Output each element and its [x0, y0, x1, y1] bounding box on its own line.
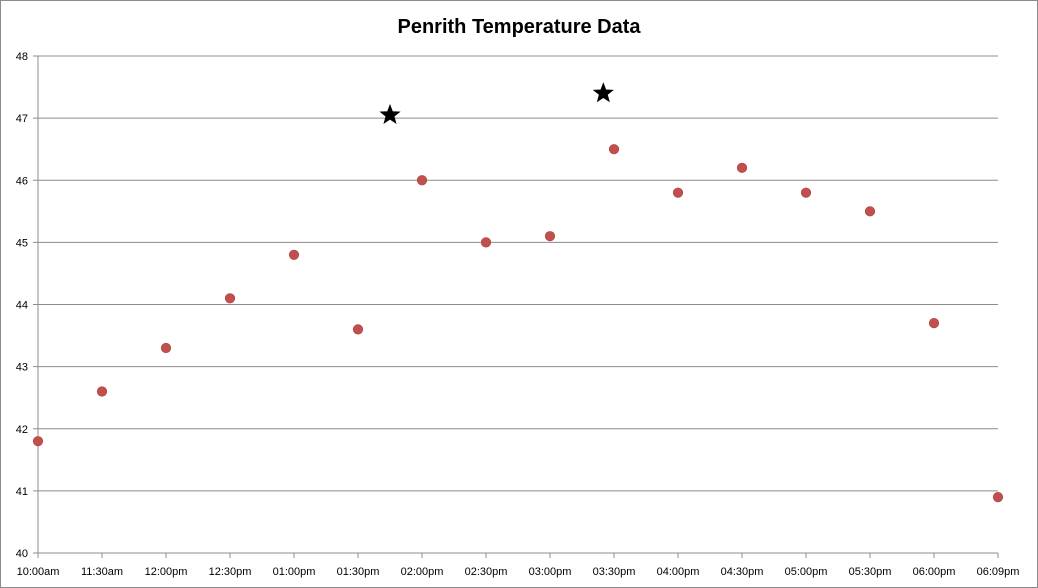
data-point [416, 175, 428, 186]
axes [33, 55, 999, 558]
data-point [352, 324, 364, 335]
x-tick-label: 01:00pm [273, 566, 316, 578]
data-point [800, 187, 812, 198]
data-points [32, 82, 1004, 503]
data-point [736, 162, 748, 173]
y-tick-label: 45 [16, 237, 28, 249]
x-tick-label: 10:00am [17, 566, 60, 578]
data-point [864, 206, 876, 217]
x-tick-label: 11:30am [81, 566, 123, 578]
x-tick-label: 01:30pm [337, 566, 380, 578]
data-point [608, 144, 620, 155]
x-tick-label: 12:30pm [209, 566, 252, 578]
y-axis-tick-labels: 40 41 42 43 44 45 46 47 48 [16, 51, 28, 560]
data-point [672, 187, 684, 198]
y-tick-label: 47 [16, 113, 28, 125]
y-tick-label: 43 [16, 362, 28, 374]
x-tick-label: 02:00pm [401, 566, 444, 578]
x-tick-label: 04:00pm [657, 566, 700, 578]
y-tick-label: 46 [16, 175, 28, 187]
data-point [992, 491, 1004, 503]
data-point [480, 237, 492, 248]
x-tick-label: 03:00pm [529, 566, 572, 578]
data-point [288, 249, 300, 260]
x-tick-label: 06:09pm [977, 566, 1020, 578]
star-marker [592, 82, 614, 103]
data-point [928, 318, 940, 329]
x-axis-tick-labels: 10:00am 11:30am 12:00pm 12:30pm 01:00pm 01:30… [17, 566, 1020, 578]
y-tick-label: 42 [16, 424, 28, 436]
data-point [224, 293, 236, 304]
y-tick-label: 40 [16, 548, 28, 560]
x-tick-label: 12:00pm [145, 566, 188, 578]
data-point [96, 386, 108, 397]
data-point [32, 436, 44, 447]
data-point [160, 342, 172, 354]
y-tick-label: 44 [16, 300, 28, 312]
data-point [544, 231, 556, 242]
x-tick-label: 02:30pm [465, 566, 508, 578]
y-tick-label: 41 [16, 486, 28, 498]
y-tick-label: 48 [16, 51, 28, 63]
x-tick-label: 05:30pm [849, 566, 892, 578]
star-marker [379, 103, 401, 125]
x-tick-label: 04:30pm [721, 566, 764, 578]
x-tick-label: 05:00pm [785, 566, 828, 578]
x-tick-label: 06:00pm [913, 566, 956, 578]
gridlines [38, 55, 998, 492]
chart-title: Penrith Temperature Data [397, 16, 641, 38]
x-tick-label: 03:30pm [593, 566, 636, 578]
